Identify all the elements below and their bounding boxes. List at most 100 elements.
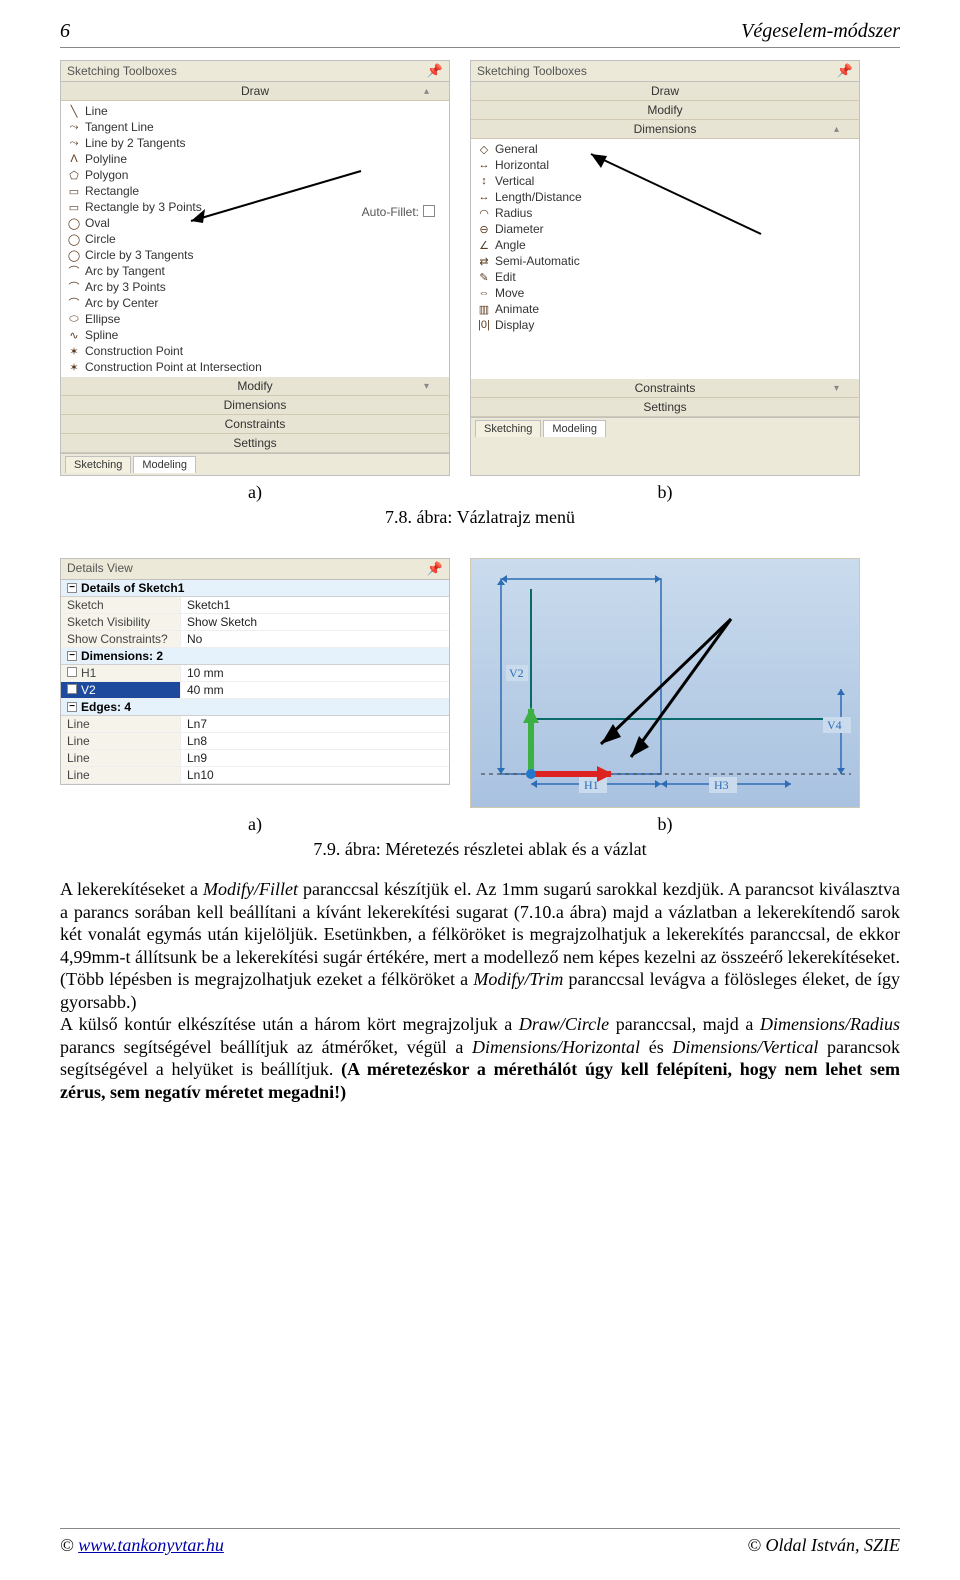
- item-cpoint-intersection[interactable]: ✶Construction Point at Intersection: [61, 359, 449, 375]
- item-general[interactable]: ◇General: [471, 141, 859, 157]
- footer-left: © www.tankonyvtar.hu: [60, 1535, 224, 1556]
- collapse-icon: ▴: [424, 86, 429, 97]
- item-display[interactable]: |0|Display: [471, 317, 859, 333]
- fig79-caption: 7.9. ábra: Méretezés részletei ablak és …: [60, 839, 900, 860]
- item-horizontal[interactable]: ↔Horizontal: [471, 157, 859, 173]
- tab-modeling-b[interactable]: Modeling: [543, 420, 606, 437]
- item-edit[interactable]: ✎Edit: [471, 269, 859, 285]
- autofillet-checkbox[interactable]: [423, 205, 435, 217]
- collapse-icon2[interactable]: −: [67, 651, 77, 661]
- cat-con-a[interactable]: Constraints: [61, 415, 449, 434]
- details-grid: −Details of Sketch1 SketchSketch1 Sketch…: [61, 580, 449, 784]
- item-rectangle[interactable]: ▭Rectangle: [61, 183, 449, 199]
- detail-row-sketch[interactable]: SketchSketch1: [61, 597, 449, 614]
- item-line-2-tangents[interactable]: ⤳Line by 2 Tangents: [61, 135, 449, 151]
- label-v4: V4: [827, 718, 842, 732]
- tab-modeling-a[interactable]: Modeling: [133, 456, 196, 473]
- item-ellipse[interactable]: ⬭Ellipse: [61, 311, 449, 327]
- cat-set-a[interactable]: Settings: [61, 434, 449, 453]
- item-tangent-line[interactable]: ⤳Tangent Line: [61, 119, 449, 135]
- label-b: b): [470, 482, 860, 503]
- item-length-distance[interactable]: ↔Length/Distance: [471, 189, 859, 205]
- pin-icon-details[interactable]: 📌: [427, 561, 443, 577]
- display-icon: |0|: [477, 318, 491, 332]
- semiauto-icon: ⇄: [477, 254, 491, 268]
- footer-link[interactable]: www.tankonyvtar.hu: [78, 1535, 224, 1555]
- item-arc-center[interactable]: ⌒Arc by Center: [61, 295, 449, 311]
- pin-icon[interactable]: 📌: [427, 63, 443, 79]
- pin-icon-b[interactable]: 📌: [837, 63, 853, 79]
- cat-dim-a[interactable]: Dimensions: [61, 396, 449, 415]
- detail-row-vis[interactable]: Sketch VisibilityShow Sketch: [61, 614, 449, 631]
- move-icon: ⇔: [477, 286, 491, 300]
- item-vertical[interactable]: ↕Vertical: [471, 173, 859, 189]
- panel-b-title-text: Sketching Toolboxes: [477, 64, 587, 78]
- spline-icon: ∿: [67, 328, 81, 342]
- detail-row-ln9[interactable]: LineLn9: [61, 750, 449, 767]
- sketch-toolbox-dimensions: Sketching Toolboxes 📌 Draw Modify Dimens…: [470, 60, 860, 476]
- item-angle[interactable]: ∠Angle: [471, 237, 859, 253]
- horizontal-icon: ↔: [477, 158, 491, 172]
- cat-draw[interactable]: Draw▴: [61, 82, 449, 101]
- item-animate[interactable]: ▥Animate: [471, 301, 859, 317]
- tab-sketching-a[interactable]: Sketching: [65, 456, 131, 473]
- sketch-canvas[interactable]: V4 H1 H3 V2: [470, 558, 860, 808]
- detail-row-constraints[interactable]: Show Constraints?No: [61, 631, 449, 648]
- line2t-icon: ⤳: [67, 136, 81, 150]
- tab-sketching-b[interactable]: Sketching: [475, 420, 541, 437]
- cat-modify-b[interactable]: Modify: [471, 101, 859, 120]
- radius-icon: ◠: [477, 206, 491, 220]
- detail-row-v2[interactable]: V240 mm: [61, 682, 449, 699]
- cmd-dim-horizontal: Dimensions/Horizontal: [472, 1037, 640, 1057]
- cat-draw-b[interactable]: Draw: [471, 82, 859, 101]
- expand-icon-b: ▾: [834, 383, 839, 394]
- circle3t-icon: ◯: [67, 248, 81, 262]
- cat-dim-b[interactable]: Dimensions▴: [471, 120, 859, 139]
- oval-icon: ◯: [67, 216, 81, 230]
- details-h1[interactable]: −Details of Sketch1: [61, 580, 449, 597]
- detail-row-h1[interactable]: H110 mm: [61, 665, 449, 682]
- arct-icon: ⌒: [67, 264, 81, 278]
- details-h3[interactable]: −Edges: 4: [61, 699, 449, 716]
- item-semi-auto[interactable]: ⇄Semi-Automatic: [471, 253, 859, 269]
- collapse-icon[interactable]: −: [67, 583, 77, 593]
- paragraph-2: A külső kontúr elkészítése után a három …: [60, 1013, 900, 1103]
- page-number: 6: [60, 20, 70, 43]
- detail-row-ln10[interactable]: LineLn10: [61, 767, 449, 784]
- cat-set-b[interactable]: Settings: [471, 398, 859, 417]
- item-diameter[interactable]: ⊖Diameter: [471, 221, 859, 237]
- diameter-icon: ⊖: [477, 222, 491, 236]
- cmd-modify-trim: Modify/Trim: [473, 969, 563, 989]
- tangent-line-icon: ⤳: [67, 120, 81, 134]
- label-h1: H1: [584, 778, 599, 792]
- fig79-row: Details View 📌 −Details of Sketch1 Sketc…: [60, 558, 900, 808]
- detail-row-ln7[interactable]: LineLn7: [61, 716, 449, 733]
- item-construction-point[interactable]: ✶Construction Point: [61, 343, 449, 359]
- item-circle-3tangents[interactable]: ◯Circle by 3 Tangents: [61, 247, 449, 263]
- vertical-icon: ↕: [477, 174, 491, 188]
- line-icon: ╲: [67, 104, 81, 118]
- item-radius[interactable]: ◠Radius: [471, 205, 859, 221]
- detail-row-ln8[interactable]: LineLn8: [61, 733, 449, 750]
- autofillet-option[interactable]: Auto-Fillet:: [354, 201, 443, 223]
- cat-con-b[interactable]: Constraints▾: [471, 379, 859, 398]
- label-a2: a): [60, 814, 450, 835]
- selbox-icon: [67, 667, 77, 677]
- dim-items: ◇General ↔Horizontal ↕Vertical ↔Length/D…: [471, 139, 859, 379]
- item-arc-tangent[interactable]: ⌒Arc by Tangent: [61, 263, 449, 279]
- item-move[interactable]: ⇔Move: [471, 285, 859, 301]
- collapse-icon3[interactable]: −: [67, 702, 77, 712]
- item-line[interactable]: ╲Line: [61, 103, 449, 119]
- length-icon: ↔: [477, 190, 491, 204]
- page-footer: © www.tankonyvtar.hu © Oldal István, SZI…: [60, 1528, 900, 1556]
- item-polygon[interactable]: ⬠Polygon: [61, 167, 449, 183]
- details-h2[interactable]: −Dimensions: 2: [61, 648, 449, 665]
- item-polyline[interactable]: ΛPolyline: [61, 151, 449, 167]
- angle-icon: ∠: [477, 238, 491, 252]
- cat-modify-a[interactable]: Modify▾: [61, 377, 449, 396]
- item-arc-3points[interactable]: ⌒Arc by 3 Points: [61, 279, 449, 295]
- item-spline[interactable]: ∿Spline: [61, 327, 449, 343]
- tabs-b: Sketching Modeling: [471, 417, 859, 439]
- selbox-icon2: [67, 684, 77, 694]
- item-circle[interactable]: ◯Circle: [61, 231, 449, 247]
